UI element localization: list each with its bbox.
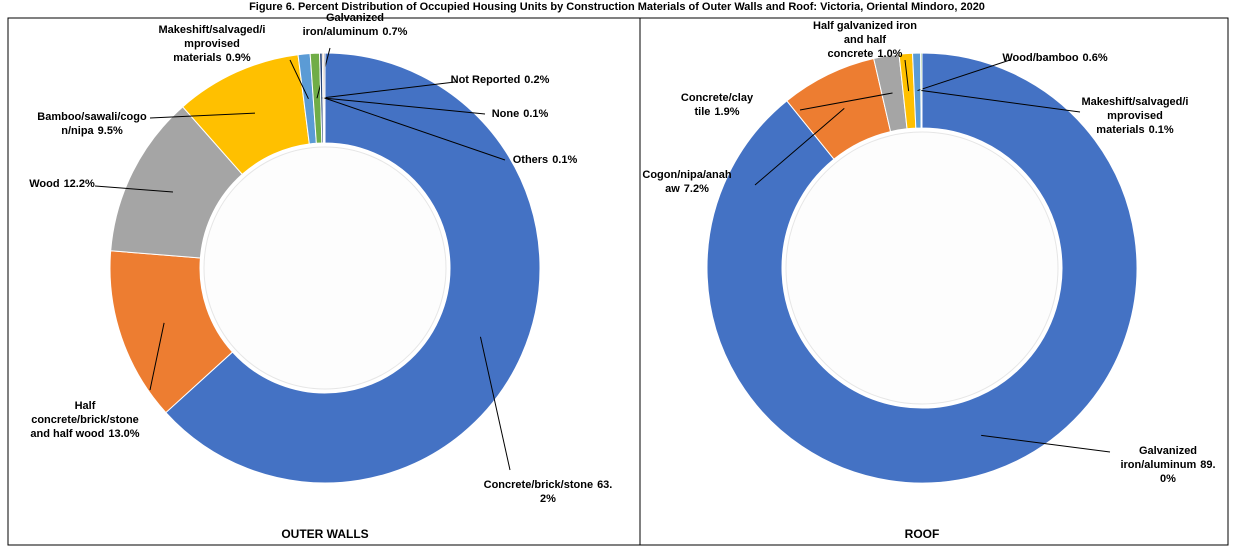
- leader-line: [479, 336, 511, 471]
- label-category: Half galvanized iron and half concrete: [813, 20, 917, 60]
- panel-border: [639, 17, 1229, 546]
- chart-title: OUTER WALLS: [281, 527, 369, 541]
- label-value: 0.1%: [1148, 124, 1174, 136]
- label-value: 12.2%: [63, 178, 95, 190]
- label-category: Concrete/clay tile: [680, 92, 754, 118]
- leader-line: [799, 92, 893, 111]
- leader-line: [323, 97, 486, 115]
- label-value: 63.2%: [540, 479, 613, 505]
- label-value: 7.2%: [683, 183, 709, 195]
- chart-title: ROOF: [904, 527, 940, 541]
- data-label: Makeshift/salvaged/improvised materials 0…: [155, 23, 270, 65]
- donut-center: [785, 131, 1059, 405]
- data-label: Not Reported 0.2%: [450, 73, 550, 87]
- label-value: 0.2%: [524, 74, 550, 86]
- label-value: 0.6%: [1082, 52, 1108, 64]
- data-label: Half galvanized iron and half concrete 1.…: [810, 19, 920, 61]
- leader-line: [149, 322, 165, 391]
- label-category: Cogon/nipa/anahaw: [642, 169, 732, 195]
- data-label: Bamboo/sawali/cogon/nipa 9.5%: [37, 110, 147, 138]
- data-label: Galvanized iron/aluminum 89.0%: [1118, 444, 1218, 486]
- label-value: 0.9%: [225, 52, 251, 64]
- data-label: Makeshift/salvaged/improvised materials 0…: [1080, 95, 1190, 137]
- label-value: 89.0%: [1160, 459, 1216, 485]
- data-label: Wood 12.2%: [27, 177, 97, 191]
- figure-title: Figure 6. Percent Distribution of Occupi…: [249, 1, 985, 13]
- donut-slice: [323, 52, 326, 144]
- label-value: 0.1%: [523, 108, 549, 120]
- data-label: Concrete/clay tile 1.9%: [657, 91, 777, 119]
- label-category: Wood/bamboo: [1002, 52, 1079, 64]
- label-category: Wood: [29, 178, 60, 190]
- data-label: Cogon/nipa/anahaw 7.2%: [642, 168, 732, 196]
- leader-line: [289, 59, 309, 100]
- leader-line: [149, 112, 256, 119]
- label-category: Galvanized iron/aluminum: [1120, 445, 1198, 471]
- data-label: Galvanized iron/aluminum 0.7%: [300, 11, 410, 39]
- data-label: Wood/bamboo 0.6%: [1000, 51, 1110, 65]
- donut-slice: [165, 52, 541, 484]
- data-label: Half concrete/brick/stone and half wood 1…: [30, 399, 140, 441]
- label-value: 9.5%: [97, 125, 123, 137]
- label-category: Makeshift/salvaged/improvised materials: [158, 24, 266, 64]
- leader-line: [321, 81, 456, 99]
- label-category: Bamboo/sawali/cogon/nipa: [37, 111, 147, 137]
- label-category: None: [491, 108, 520, 120]
- leader-line: [754, 108, 845, 186]
- donut-slice: [706, 52, 1138, 484]
- data-label: Concrete/brick/stone 63.2%: [483, 478, 613, 506]
- leader-line: [94, 185, 174, 193]
- donut-center: [203, 146, 447, 390]
- label-value: 0.1%: [552, 154, 578, 166]
- data-label: None 0.1%: [485, 107, 555, 121]
- label-category: Concrete/brick/stone: [483, 479, 594, 491]
- data-label: Others 0.1%: [505, 153, 585, 167]
- leader-line: [917, 59, 1011, 92]
- label-category: Makeshift/salvaged/improvised materials: [1081, 96, 1189, 136]
- label-value: 1.0%: [877, 48, 903, 60]
- label-category: Not Reported: [450, 74, 521, 86]
- leader-line: [921, 90, 1081, 113]
- label-value: 13.0%: [108, 428, 140, 440]
- label-value: 0.7%: [382, 26, 408, 38]
- leader-line: [981, 434, 1111, 453]
- label-value: 1.9%: [714, 106, 740, 118]
- leader-line: [324, 97, 506, 161]
- donut-slice: [920, 52, 923, 129]
- label-category: Galvanized iron/aluminum: [302, 12, 385, 38]
- label-category: Half concrete/brick/stone and half wood: [30, 400, 139, 440]
- leader-line: [904, 59, 910, 92]
- label-category: Others: [512, 154, 549, 166]
